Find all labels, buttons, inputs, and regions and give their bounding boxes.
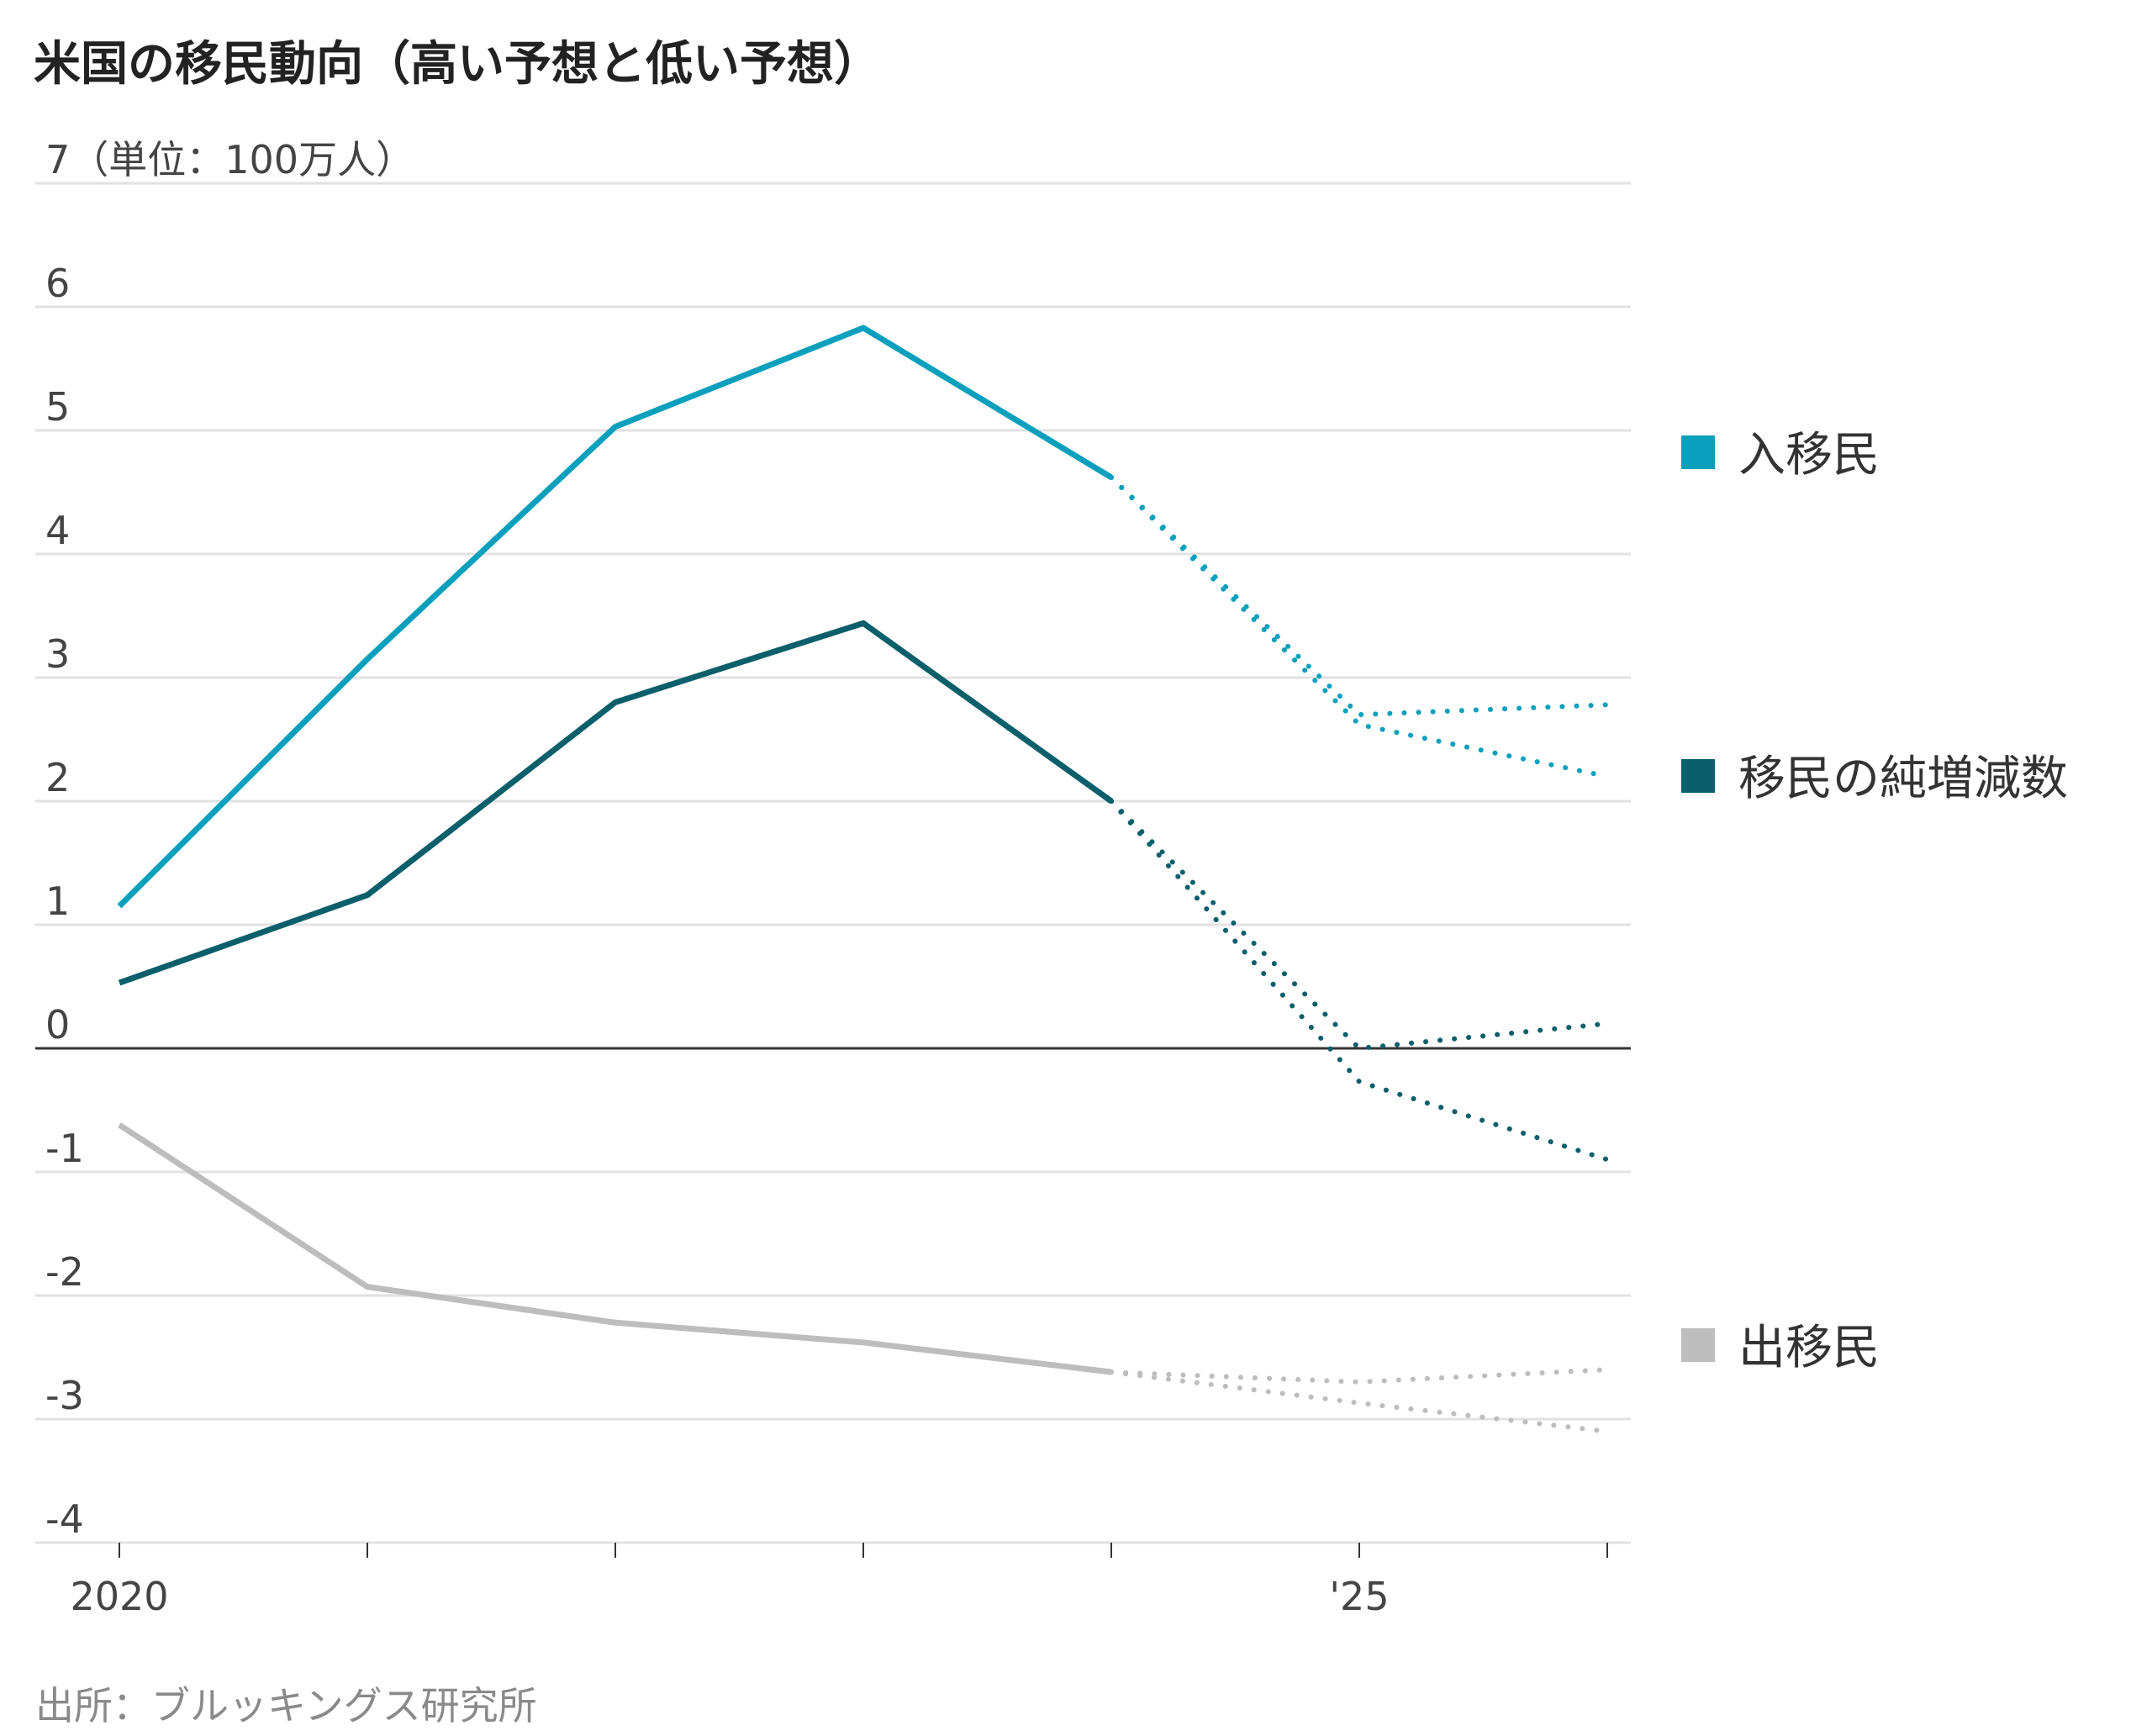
legend-label: 移民の純増減数 [1738,752,2068,806]
source-note: 出所：ブルッキングス研究所 [35,1683,537,1728]
y-tick-label: -3 [45,1373,84,1418]
y-tick-label: 2 [45,755,70,800]
series-line-actual [118,1122,1112,1375]
y-tick-label: 1 [45,879,70,924]
legend-label: 入移民 [1738,428,1880,483]
y-tick-label: 4 [45,508,70,553]
legend-swatch [1681,1328,1715,1362]
series-line-projected-high [1109,1367,1610,1385]
y-tick-label: 7（単位：100万人） [45,137,414,182]
y-axis: 7（単位：100万人） 6 5 4 3 2 1 0 -1 -2 -3 -4 [45,137,414,1542]
y-tick-label: -1 [45,1126,84,1171]
y-tick-label: 5 [45,384,70,430]
y-tick-label: -2 [45,1249,84,1295]
series-line-projected-high [1109,799,1610,1051]
x-axis: 2020 '25 [70,1543,1608,1619]
legend-swatch [1681,435,1715,469]
series-lines [117,325,1610,1434]
series-line-actual [117,325,1113,909]
y-tick-label: 3 [45,631,70,677]
series-line-actual [118,620,1114,986]
legend-swatch [1681,759,1715,793]
y-tick-label: 6 [45,261,70,306]
series-line-projected-low [1109,1369,1610,1434]
series-line-projected-low [1109,799,1610,1163]
x-tick-label: 2020 [70,1574,168,1619]
series-line-projected-low [1109,474,1610,779]
grid-lines [35,182,1631,1544]
legend-label: 出移民 [1738,1321,1880,1375]
chart-title: 米国の移民動向（高い予想と低い予想） [34,37,881,92]
y-tick-label: -4 [45,1496,84,1542]
series-line-projected-high [1109,474,1610,718]
x-tick-label: '25 [1329,1574,1389,1619]
y-tick-label: 0 [45,1002,70,1047]
